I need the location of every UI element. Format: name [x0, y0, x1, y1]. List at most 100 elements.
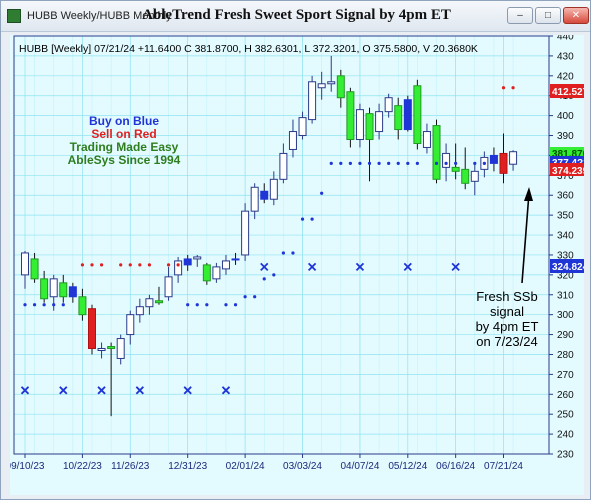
x-marker-stroke: [97, 386, 106, 395]
legend-slogan: Trading Made Easy: [70, 140, 179, 154]
candle-body: [202, 264, 211, 282]
candle[interactable]: [413, 79, 422, 150]
x-marker: [355, 262, 365, 272]
close-button[interactable]: ✕: [563, 7, 589, 24]
candle[interactable]: [489, 147, 498, 172]
candle[interactable]: [470, 163, 479, 196]
candle[interactable]: [260, 183, 269, 204]
candle[interactable]: [509, 150, 518, 171]
candle[interactable]: [269, 171, 278, 206]
x-tick-label: 06/16/24: [436, 461, 475, 472]
candle[interactable]: [59, 274, 68, 303]
candle[interactable]: [202, 262, 211, 285]
candle[interactable]: [68, 282, 77, 303]
x-tick-label: 03/03/24: [283, 461, 322, 472]
candle-body: [422, 131, 431, 148]
candle-body: [221, 260, 230, 270]
candle[interactable]: [107, 342, 116, 417]
candle-body: [107, 346, 116, 350]
candle[interactable]: [346, 87, 355, 148]
y-tick-label: 290: [557, 330, 574, 341]
candle[interactable]: [499, 133, 508, 184]
candle[interactable]: [365, 107, 374, 182]
candle-body: [308, 81, 317, 121]
y-tick-label: 230: [557, 450, 574, 461]
candle-body: [461, 168, 470, 184]
x-tick-label: 07/21/24: [484, 461, 523, 472]
candle[interactable]: [231, 252, 240, 265]
sell-dot: [138, 263, 142, 267]
candle-body: [317, 83, 326, 89]
candle[interactable]: [394, 97, 403, 140]
candle-body: [164, 276, 173, 298]
candle[interactable]: [30, 252, 39, 283]
candle[interactable]: [116, 334, 125, 365]
buy-dot: [253, 295, 257, 299]
candle[interactable]: [193, 254, 202, 267]
candle-body: [212, 266, 221, 280]
candle[interactable]: [288, 119, 297, 158]
maximize-button[interactable]: □: [535, 7, 561, 24]
title-bar[interactable]: HUBB Weekly/HUBB Monthly AbleTrend Fresh…: [1, 1, 590, 32]
candle[interactable]: [298, 111, 307, 140]
candle[interactable]: [375, 103, 384, 140]
candle[interactable]: [145, 294, 154, 315]
annotation-arrowhead: [524, 187, 533, 201]
candle[interactable]: [279, 143, 288, 184]
y-tick-label: 440: [557, 35, 574, 43]
candle[interactable]: [250, 183, 259, 220]
candle[interactable]: [154, 286, 163, 305]
candle[interactable]: [212, 262, 221, 283]
candle-body: [403, 99, 412, 131]
price-chart[interactable]: HUBB [Weekly] 07/21/24 +11.6400 C 381.87…: [6, 32, 590, 495]
candle[interactable]: [78, 288, 87, 321]
candle[interactable]: [432, 119, 441, 184]
candle[interactable]: [461, 147, 470, 190]
candle[interactable]: [403, 95, 412, 132]
candle-body: [87, 308, 96, 350]
candle-body: [241, 210, 250, 256]
buy-dot: [310, 217, 314, 221]
candle-body: [509, 151, 518, 165]
y-tick-label: 250: [557, 410, 574, 421]
y-tick-label: 260: [557, 390, 574, 401]
candle[interactable]: [451, 143, 460, 180]
buy-dot: [358, 161, 362, 165]
candle[interactable]: [87, 304, 96, 355]
x-marker: [20, 386, 30, 395]
buy-dot: [348, 161, 352, 165]
candle[interactable]: [221, 254, 230, 275]
y-tick-label: 330: [557, 250, 574, 261]
x-marker-stroke: [451, 262, 460, 272]
y-tick-label: 320: [557, 270, 574, 281]
candle[interactable]: [241, 203, 250, 261]
candle[interactable]: [355, 103, 364, 148]
x-marker: [135, 386, 144, 395]
candle-body: [145, 298, 154, 308]
candle[interactable]: [336, 69, 345, 108]
price-tags: 412.527 381.870 377.4?? 374.239 324.824: [550, 84, 589, 273]
buy-dot: [454, 161, 458, 165]
candle[interactable]: [327, 55, 336, 92]
chart-area[interactable]: HUBB [Weekly] 07/21/24 +11.6400 C 381.87…: [6, 32, 590, 495]
candle[interactable]: [317, 71, 326, 100]
candle[interactable]: [40, 270, 49, 303]
buy-dot: [291, 251, 295, 255]
minimize-button[interactable]: –: [507, 7, 533, 24]
sell-dot: [99, 263, 104, 267]
candle-body: [451, 166, 460, 172]
candle[interactable]: [183, 254, 192, 271]
sell-dot: [90, 263, 94, 267]
candle[interactable]: [308, 75, 317, 124]
buy-dot: [262, 277, 266, 281]
candle[interactable]: [174, 256, 183, 283]
y-tick-label: 240: [557, 430, 574, 441]
candle[interactable]: [126, 310, 135, 345]
chart-header: HUBB [Weekly] 07/21/24 +11.6400 C 381.87…: [19, 43, 478, 55]
candle[interactable]: [384, 93, 393, 118]
candle[interactable]: [422, 123, 431, 154]
candle[interactable]: [164, 266, 173, 301]
candle[interactable]: [21, 250, 29, 289]
candle[interactable]: [97, 342, 106, 359]
candle[interactable]: [135, 298, 144, 323]
